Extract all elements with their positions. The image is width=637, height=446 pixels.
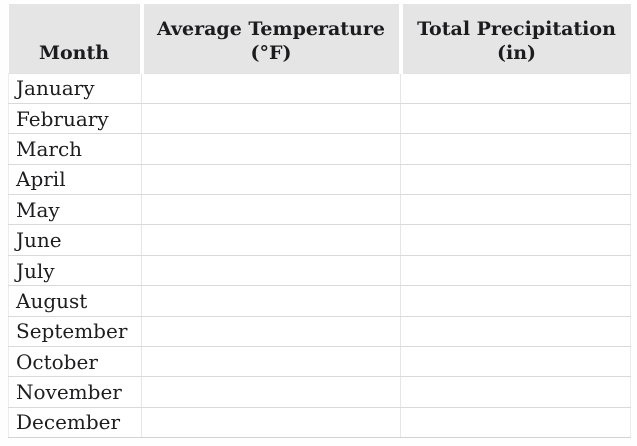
table-row: April xyxy=(8,164,631,196)
total-precipitation-cell xyxy=(400,376,631,408)
header-average-temperature-label: Average Temperature xyxy=(157,17,385,40)
table-row: February xyxy=(8,103,631,135)
average-temperature-cell xyxy=(141,194,401,226)
month-cell: May xyxy=(8,194,142,226)
average-temperature-cell xyxy=(141,407,401,439)
table-header: Month Average Temperature (°F) Total Pre… xyxy=(8,4,631,73)
header-average-temperature: Average Temperature (°F) xyxy=(139,4,401,73)
header-month-label: Month xyxy=(38,42,110,65)
month-cell: October xyxy=(8,346,142,378)
total-precipitation-cell xyxy=(400,133,631,165)
average-temperature-cell xyxy=(141,316,401,348)
month-cell: March xyxy=(8,133,142,165)
total-precipitation-cell xyxy=(400,72,631,104)
average-temperature-cell xyxy=(141,133,401,165)
month-cell: December xyxy=(8,407,142,439)
total-precipitation-cell xyxy=(400,407,631,439)
total-precipitation-cell xyxy=(400,164,631,196)
total-precipitation-cell xyxy=(400,255,631,287)
table-row: August xyxy=(8,285,631,317)
table-body: January February March April May June Ju… xyxy=(8,72,631,439)
table-row: July xyxy=(8,255,631,287)
header-average-temperature-unit: (°F) xyxy=(250,42,292,65)
table-row: January xyxy=(8,72,631,104)
average-temperature-cell xyxy=(141,103,401,135)
average-temperature-cell xyxy=(141,72,401,104)
total-precipitation-cell xyxy=(400,316,631,348)
month-cell: September xyxy=(8,316,142,348)
table-row: October xyxy=(8,346,631,378)
month-cell: February xyxy=(8,103,142,135)
total-precipitation-cell xyxy=(400,103,631,135)
table-row: September xyxy=(8,316,631,348)
table-row: November xyxy=(8,376,631,408)
average-temperature-cell xyxy=(141,164,401,196)
total-precipitation-cell xyxy=(400,346,631,378)
average-temperature-cell xyxy=(141,224,401,256)
total-precipitation-cell xyxy=(400,285,631,317)
average-temperature-cell xyxy=(141,376,401,408)
header-total-precipitation-label: Total Precipitation xyxy=(417,17,616,40)
table-row: May xyxy=(8,194,631,226)
average-temperature-cell xyxy=(141,255,401,287)
total-precipitation-cell xyxy=(400,194,631,226)
month-cell: April xyxy=(8,164,142,196)
month-cell: July xyxy=(8,255,142,287)
header-total-precipitation-unit: (in) xyxy=(496,42,536,65)
header-row: Month Average Temperature (°F) Total Pre… xyxy=(8,4,631,73)
header-total-precipitation: Total Precipitation (in) xyxy=(398,4,631,73)
table-row: December xyxy=(8,407,631,439)
average-temperature-cell xyxy=(141,346,401,378)
header-month: Month xyxy=(8,4,142,73)
average-temperature-cell xyxy=(141,285,401,317)
month-cell: November xyxy=(8,376,142,408)
total-precipitation-cell xyxy=(400,224,631,256)
month-cell: January xyxy=(8,72,142,104)
table-row: March xyxy=(8,133,631,165)
month-cell: June xyxy=(8,224,142,256)
monthly-climate-table: Month Average Temperature (°F) Total Pre… xyxy=(8,4,631,439)
month-cell: August xyxy=(8,285,142,317)
table-row: June xyxy=(8,224,631,256)
